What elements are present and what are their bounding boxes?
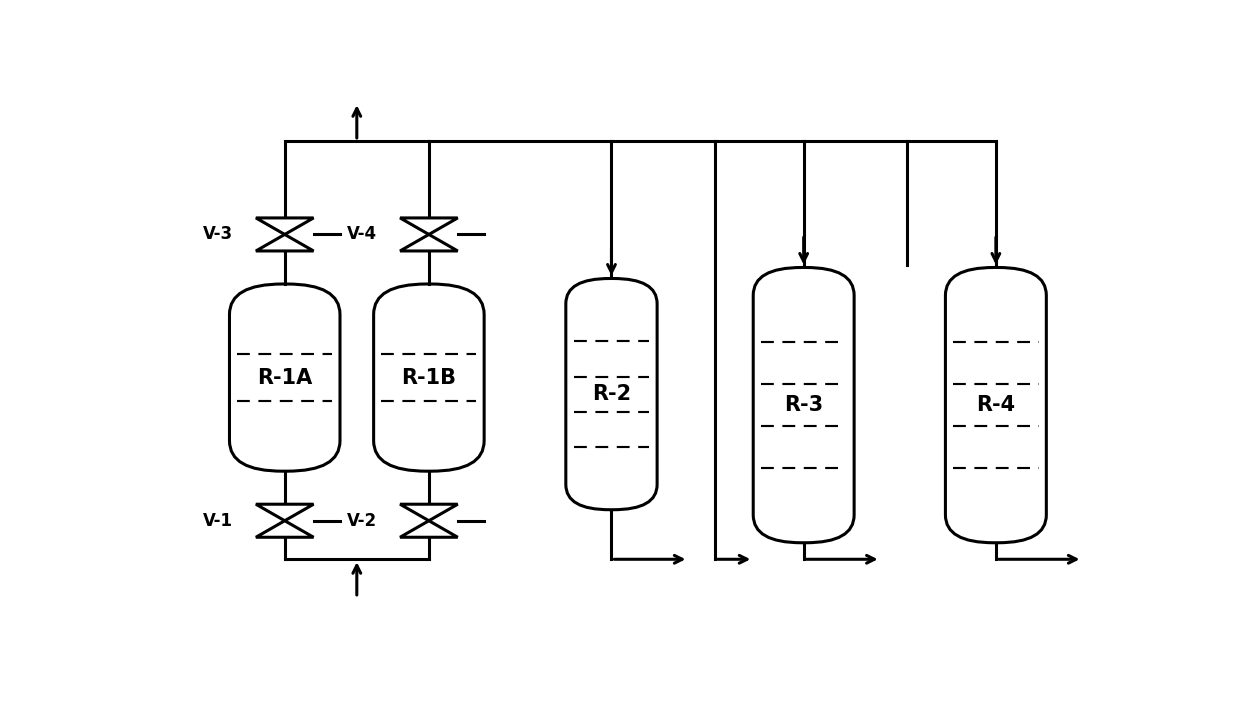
- Text: R-1B: R-1B: [402, 368, 456, 388]
- Polygon shape: [401, 504, 458, 521]
- Polygon shape: [255, 235, 314, 251]
- FancyBboxPatch shape: [945, 267, 1047, 543]
- Polygon shape: [255, 218, 314, 235]
- Polygon shape: [255, 521, 314, 537]
- Text: R-1A: R-1A: [257, 368, 312, 388]
- FancyBboxPatch shape: [565, 278, 657, 510]
- Text: V-2: V-2: [347, 512, 377, 530]
- FancyBboxPatch shape: [373, 284, 484, 471]
- Polygon shape: [401, 218, 458, 235]
- Text: R-3: R-3: [784, 395, 823, 415]
- Polygon shape: [401, 521, 458, 537]
- Text: R-4: R-4: [976, 395, 1016, 415]
- Text: R-2: R-2: [591, 384, 631, 404]
- Polygon shape: [401, 235, 458, 251]
- Text: V-3: V-3: [202, 225, 233, 243]
- Text: V-1: V-1: [203, 512, 233, 530]
- FancyBboxPatch shape: [229, 284, 340, 471]
- FancyBboxPatch shape: [753, 267, 854, 543]
- Polygon shape: [255, 504, 314, 521]
- Text: V-4: V-4: [347, 225, 377, 243]
